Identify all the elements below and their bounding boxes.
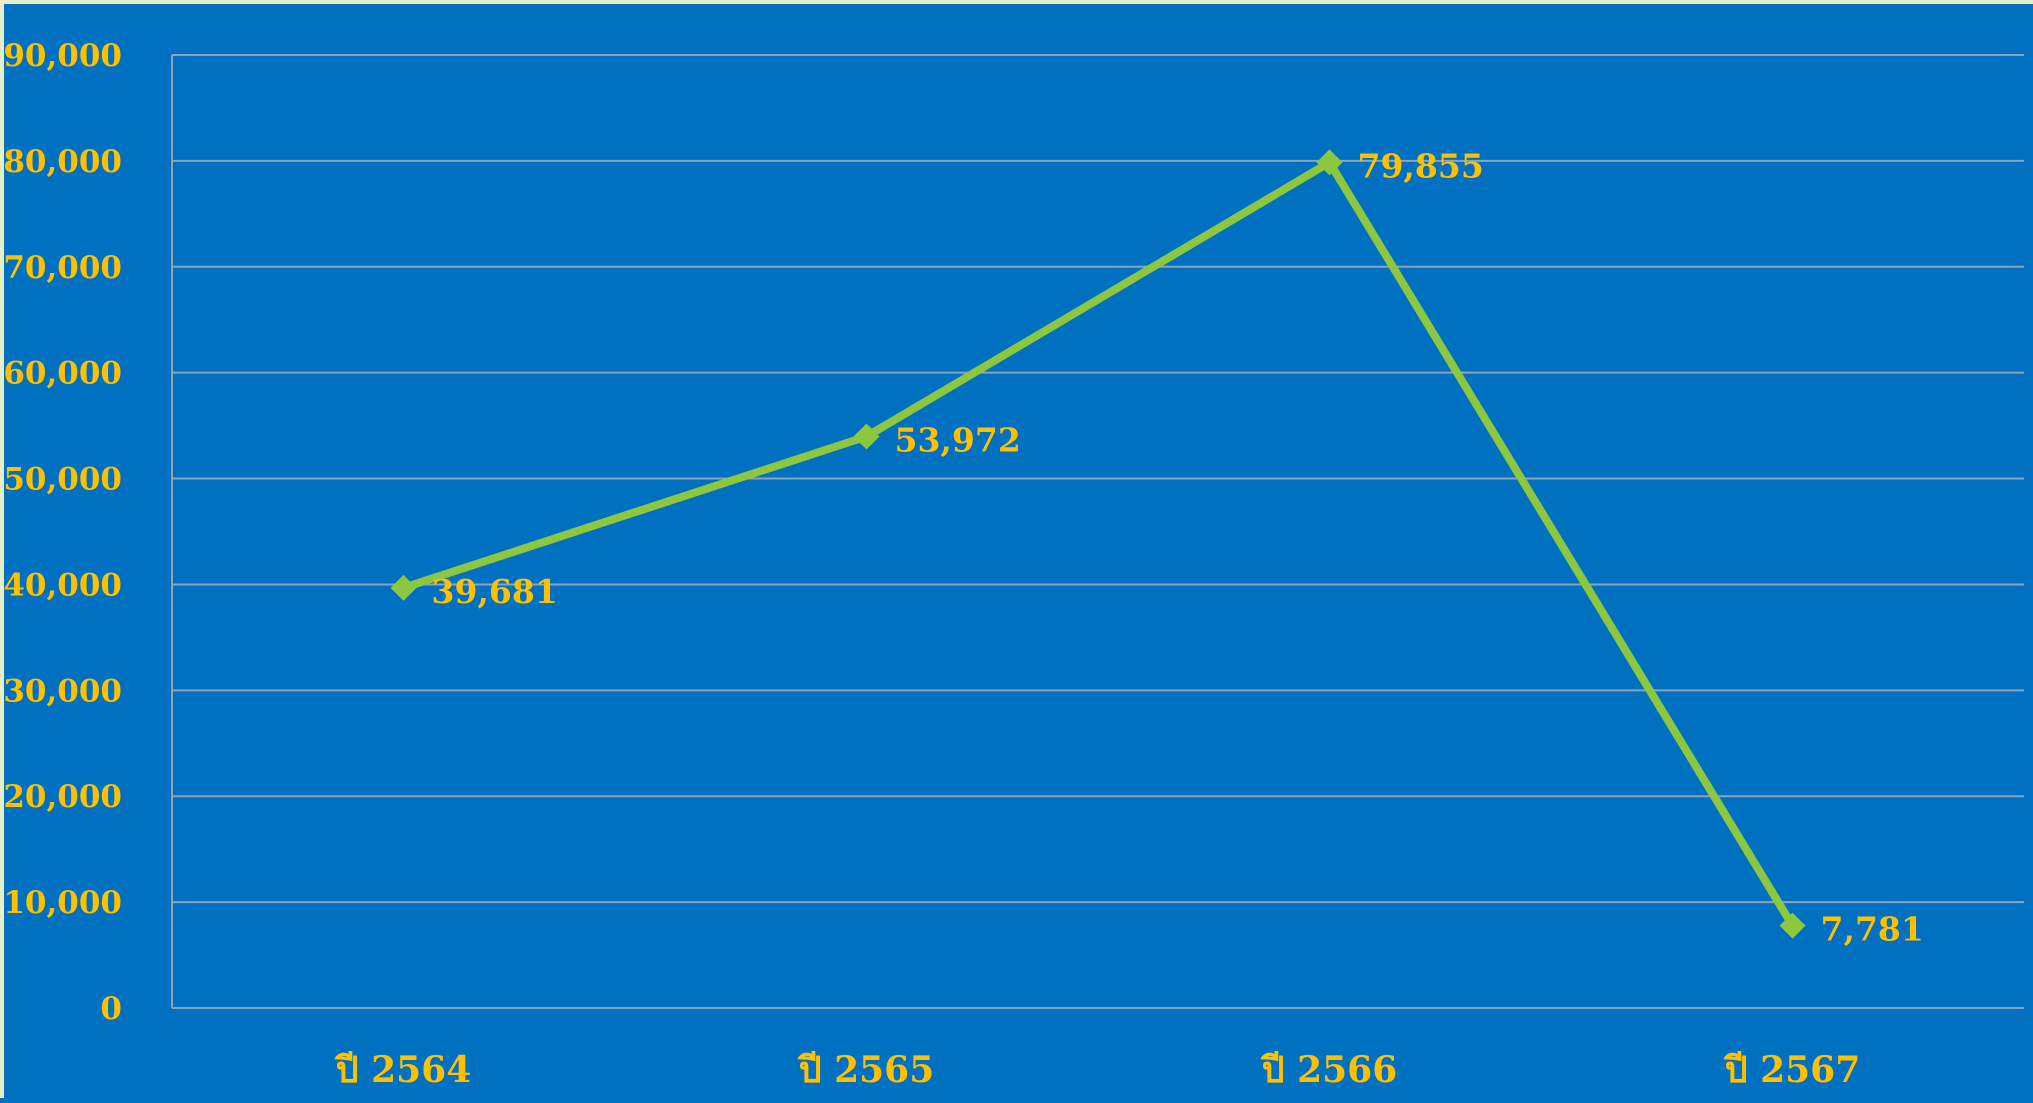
y-tick-label: 20,000 xyxy=(4,779,122,815)
y-tick-label: 60,000 xyxy=(4,356,122,392)
x-category-label: ปี 2566 xyxy=(1260,1049,1397,1091)
data-labels: 39,681 53,972 79,855 7,781 xyxy=(432,146,1924,948)
y-tick-label: 90,000 xyxy=(4,38,122,74)
y-tick-label: 80,000 xyxy=(4,144,122,180)
y-tick-label: 10,000 xyxy=(4,885,122,921)
line-chart: 0 10,000 20,000 30,000 40,000 50,000 60,000 70,… xyxy=(3,38,2024,1091)
data-label: 53,972 xyxy=(895,420,1021,459)
data-point-marker xyxy=(1779,912,1806,939)
y-tick-label: 30,000 xyxy=(4,673,122,709)
markers xyxy=(390,149,1806,939)
series-line xyxy=(399,158,1797,930)
y-tick-label: 70,000 xyxy=(4,250,122,286)
x-category-label: ปี 2564 xyxy=(334,1049,471,1091)
y-tick-label: 50,000 xyxy=(4,462,122,498)
data-label: 39,681 xyxy=(432,572,558,611)
series xyxy=(399,158,1797,930)
y-axis-tick-labels: 0 10,000 20,000 30,000 40,000 50,000 60,000 70,… xyxy=(3,38,122,1027)
data-label: 79,855 xyxy=(1358,146,1484,185)
data-point-marker xyxy=(1316,149,1343,176)
x-axis-category-labels: ปี 2564 ปี 2565 ปี 2566 ปี 2567 xyxy=(334,1049,1860,1091)
gridlines xyxy=(171,54,2024,1009)
x-category-label: ปี 2567 xyxy=(1723,1049,1860,1091)
data-point-marker xyxy=(853,423,880,450)
y-tick-label: 0 xyxy=(100,991,122,1027)
data-label: 7,781 xyxy=(1821,910,1924,949)
data-point-marker xyxy=(390,574,417,601)
x-category-label: ปี 2565 xyxy=(797,1049,934,1091)
y-tick-label: 40,000 xyxy=(4,567,122,603)
